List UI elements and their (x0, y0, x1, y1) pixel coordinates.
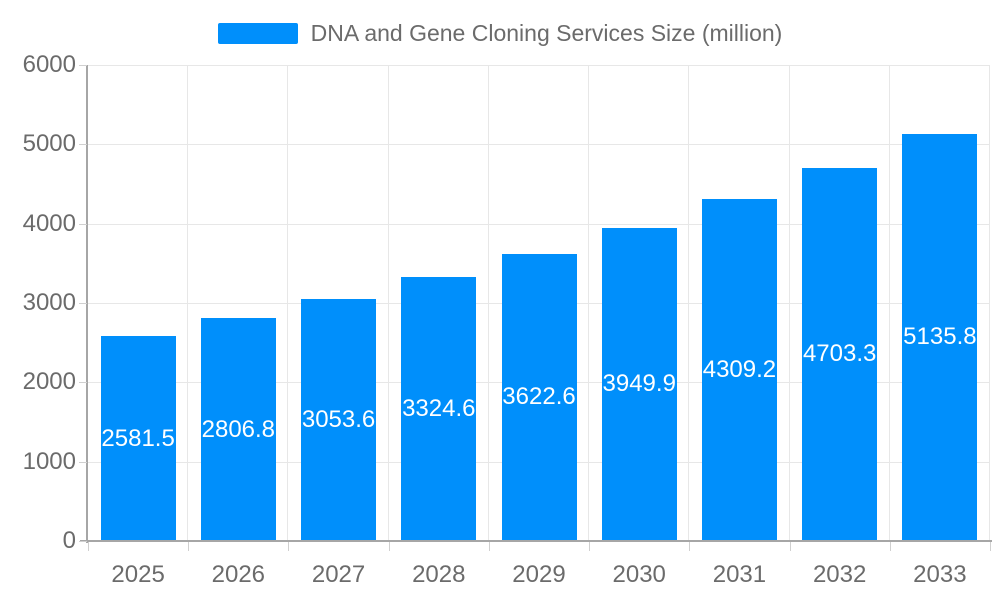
bar-value-label: 4309.2 (702, 356, 777, 384)
x-axis-tick-label: 2029 (512, 561, 566, 588)
bar-value-label: 4703.3 (802, 340, 877, 368)
x-tick (389, 542, 390, 551)
y-tick (79, 541, 87, 542)
x-tick (589, 542, 590, 551)
bar-2027[interactable]: 3053.6 (301, 298, 377, 541)
bar-value-label: 2806.8 (201, 415, 276, 443)
bar-2030[interactable]: 3949.9 (601, 227, 677, 541)
bar-value-label: 2581.5 (101, 424, 175, 452)
y-axis-line (86, 65, 88, 543)
y-tick (79, 461, 87, 463)
legend[interactable]: DNA and Gene Cloning Services Size (mill… (0, 18, 1000, 48)
x-tick (489, 542, 490, 551)
x-axis-tick-label: 2027 (311, 561, 366, 588)
x-axis-line (80, 540, 992, 542)
v-gridline (889, 65, 890, 541)
bar-2029[interactable]: 3622.6 (501, 253, 577, 541)
v-gridline (588, 65, 589, 541)
y-axis-tick-label: 5000 (22, 130, 76, 158)
x-axis-tick-label: 2031 (712, 561, 767, 588)
legend-marker-icon (217, 22, 298, 44)
y-axis-tick-label: 6000 (22, 51, 76, 78)
bar-value-label: 3949.9 (602, 370, 676, 398)
plot-area: 2581.5 2806.8 3053.6 3324.6 3622.6 3949.9 4309… (88, 65, 990, 541)
v-gridline (989, 65, 990, 541)
bar-value-label: 5135.8 (903, 323, 977, 351)
bar-2025[interactable]: 2581.5 (100, 336, 176, 541)
y-axis-tick-label: 1000 (22, 447, 76, 475)
x-axis-tick-label: 2026 (211, 561, 266, 588)
y-tick (79, 382, 87, 384)
v-gridline (789, 65, 790, 541)
y-tick (79, 144, 87, 146)
x-tick (88, 542, 89, 551)
bar-value-label: 3622.6 (502, 383, 576, 411)
x-axis-tick-label: 2033 (913, 561, 967, 588)
x-axis-tick-label: 2025 (111, 561, 165, 588)
x-axis-tick-label: 2032 (812, 561, 867, 588)
x-tick (188, 542, 189, 551)
bar-2026[interactable]: 2806.8 (200, 318, 276, 541)
x-tick (689, 542, 690, 551)
y-axis-tick-label: 3000 (22, 289, 76, 316)
h-gridline (88, 223, 990, 225)
x-axis-tick-label: 2028 (412, 561, 466, 588)
x-tick (890, 542, 891, 551)
y-axis-tick-label: 4000 (22, 209, 76, 237)
x-tick (288, 542, 289, 551)
bar-2031[interactable]: 4309.2 (701, 199, 777, 541)
legend-series-label: DNA and Gene Cloning Services Size (mill… (310, 19, 783, 46)
v-gridline (287, 65, 288, 541)
y-axis-tick-label: 0 (62, 527, 76, 554)
h-gridline (88, 65, 990, 66)
x-tick (990, 542, 991, 551)
h-gridline (88, 144, 990, 146)
bar-value-label: 3324.6 (402, 395, 476, 423)
v-gridline (187, 65, 188, 541)
bar-2028[interactable]: 3324.6 (401, 277, 477, 541)
bar-2032[interactable]: 4703.3 (802, 167, 878, 541)
y-tick (79, 303, 87, 304)
y-axis-tick-label: 2000 (22, 368, 76, 396)
y-tick (79, 223, 87, 225)
v-gridline (688, 65, 689, 541)
bar-value-label: 3053.6 (301, 405, 376, 433)
x-tick (790, 542, 791, 551)
v-gridline (388, 65, 389, 541)
bar-2033[interactable]: 5135.8 (902, 133, 978, 541)
v-gridline (488, 65, 489, 541)
y-tick (79, 65, 87, 66)
x-axis-tick-label: 2030 (612, 561, 666, 588)
